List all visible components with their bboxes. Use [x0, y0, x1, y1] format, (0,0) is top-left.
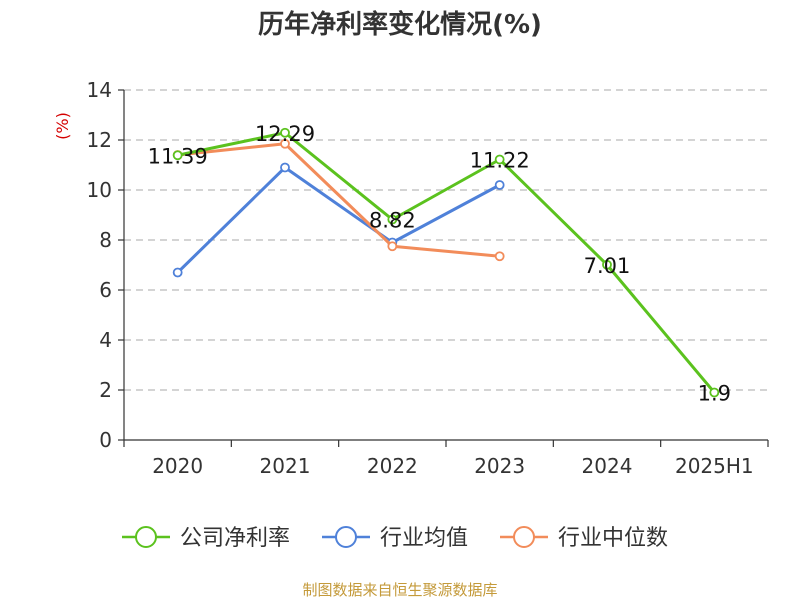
y-tick-label: 14	[87, 78, 112, 102]
data-label: 7.01	[584, 254, 631, 278]
y-tick-label: 12	[87, 128, 112, 152]
data-point	[280, 162, 290, 173]
axes: 0 2 4 6 8 10 12 14 2020 2021 2022 2023 2024 2025H1	[87, 78, 769, 478]
legend[interactable]: 公司净利率 行业均值 行业中位数	[122, 526, 668, 551]
data-label: 8.82	[369, 209, 416, 233]
data-point	[494, 180, 505, 190]
x-tick-label: 2022	[367, 454, 418, 478]
data-label: 11.39	[148, 144, 208, 168]
x-tick-label: 2024	[582, 454, 633, 478]
y-tick-label: 0	[99, 428, 112, 452]
x-tick-label: 2025H1	[675, 454, 754, 478]
y-tick-label: 8	[99, 228, 112, 252]
y-tick-label: 2	[99, 378, 112, 402]
x-tick-label: 2023	[474, 454, 525, 478]
legend-item-2[interactable]: 行业均值	[322, 526, 468, 551]
data-point	[709, 387, 720, 398]
legend-label: 行业均值	[380, 526, 468, 551]
grid	[124, 89, 768, 391]
data-point	[280, 127, 290, 138]
legend-item-1[interactable]: 公司净利率	[122, 526, 290, 551]
data-label: 12.29	[255, 122, 315, 146]
series-line	[176, 166, 501, 274]
data-point	[387, 214, 398, 225]
data-point	[280, 138, 290, 149]
series-3	[172, 138, 505, 262]
legend-label: 行业中位数	[558, 526, 668, 551]
legend-marker	[513, 526, 535, 548]
series-1	[172, 127, 720, 398]
data-point	[172, 267, 183, 278]
data-point	[172, 150, 183, 161]
chart-title: 历年净利率变化情况(%)	[258, 9, 542, 40]
y-tick-label: 4	[99, 328, 112, 352]
x-tick-label: 2021	[260, 454, 311, 478]
y-tick-label: 10	[87, 178, 112, 202]
legend-marker	[335, 526, 357, 548]
data-labels: 11.39 12.29 8.82 11.22 7.01 1.9	[148, 122, 731, 406]
data-point	[387, 241, 398, 252]
data-point	[494, 251, 505, 262]
data-point	[494, 154, 505, 165]
legend-marker	[135, 526, 157, 548]
series-line	[177, 131, 716, 394]
data-label: 1.9	[698, 382, 731, 406]
legend-item-3[interactable]: 行业中位数	[500, 526, 668, 551]
data-point	[602, 259, 612, 270]
source-note: 制图数据来自恒生聚源数据库	[302, 581, 497, 599]
series-line	[177, 142, 500, 258]
data-label: 11.22	[470, 149, 530, 173]
y-axis-unit: (%)	[53, 112, 72, 140]
legend-label: 公司净利率	[180, 526, 290, 551]
y-tick-label: 6	[99, 278, 112, 302]
x-tick-label: 2020	[152, 454, 203, 478]
series-layer	[172, 127, 720, 398]
series-2	[172, 162, 505, 278]
